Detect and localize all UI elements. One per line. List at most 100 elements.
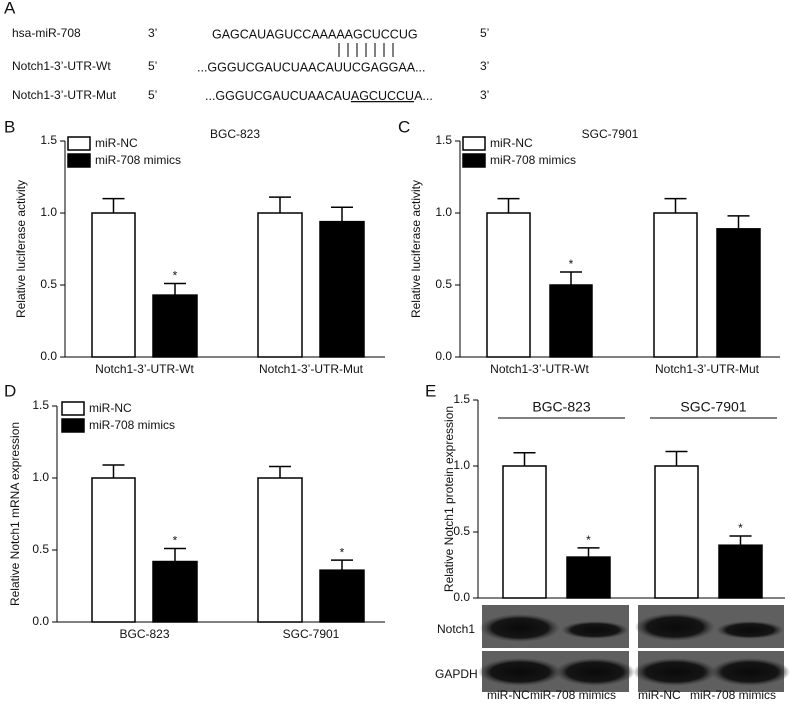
y-tick-label: 0.0 [32, 614, 49, 628]
chart-title: SGC-7901 [582, 127, 639, 141]
y-tick-label: 0.5 [453, 524, 470, 538]
y-tick-label: 1.0 [453, 458, 470, 472]
y-tick-label: 1.5 [32, 398, 49, 412]
y-tick-label: 1.5 [453, 392, 470, 406]
y-axis-label: Relative Notch1 protein expression [442, 406, 456, 592]
y-tick-label: 0.5 [435, 277, 452, 291]
seq-end: 5’ [480, 26, 489, 40]
y-tick-label: 1.0 [32, 470, 49, 484]
y-tick-label: 0.5 [32, 542, 49, 556]
bar [716, 228, 761, 358]
legend-swatch [462, 153, 486, 168]
bar [486, 212, 531, 358]
bar [653, 212, 698, 358]
blot-row-label: GAPDH [435, 667, 478, 681]
y-axis-label: Relative luciferase activity [409, 180, 423, 318]
sequence: GAGCAUAGUCCAAAAAGCUCCUG [212, 27, 418, 41]
legend-swatch [61, 401, 85, 416]
lane-label: miR-708 mimics [530, 688, 616, 702]
band [480, 614, 560, 642]
sequence-part: ...GGGUCGAUCUAACAU [205, 89, 351, 103]
bar [91, 477, 136, 623]
panel-letter: D [4, 381, 16, 400]
alignment: hsa-miR-708 3’ GAGCAUAGUCCAAAAAGCUCCUG 5… [12, 26, 489, 103]
legend-swatch [67, 153, 91, 168]
blot-row-label: Notch1 [437, 622, 475, 636]
bar [257, 212, 303, 358]
band [478, 658, 562, 686]
significance: * [173, 534, 178, 548]
sequence-part: A... [414, 89, 433, 103]
legend-label: miR-708 mimics [490, 153, 576, 167]
x-tick-label: Notch1-3’-UTR-Wt [95, 362, 194, 376]
bar [654, 465, 699, 599]
y-tick-label: 1.0 [40, 205, 57, 219]
band [716, 621, 784, 639]
bar [152, 294, 198, 358]
y-tick-label: 0.0 [453, 590, 470, 604]
legend-label: miR-708 mimics [89, 418, 175, 432]
seq-end: 5’ [148, 88, 157, 102]
x-tick-label: Notch1-3’-UTR-Mut [655, 362, 760, 376]
bar [566, 556, 611, 599]
bar [91, 212, 136, 358]
group-label: SGC-7901 [680, 399, 746, 415]
bar [257, 477, 303, 623]
band [561, 621, 629, 639]
seq-end: 5’ [148, 59, 157, 73]
legend-swatch [462, 136, 486, 151]
legend-label: miR-NC [490, 136, 533, 150]
y-tick-label: 0.5 [40, 277, 57, 291]
pairing [338, 43, 394, 57]
seq-name: Notch1-3’-UTR-Mut [12, 88, 117, 102]
panel-letter: E [425, 381, 436, 400]
sequence: ...GGGUCGAUCUAACAUAGCUCCUA... [205, 89, 433, 103]
band [633, 658, 717, 686]
seq-end: 3’ [480, 59, 489, 73]
chart-title: BGC-823 [210, 127, 260, 141]
seq-name: hsa-miR-708 [12, 26, 81, 40]
panel-letter: B [4, 117, 15, 136]
significance: * [340, 545, 345, 559]
band [710, 658, 790, 686]
panel-letter: A [4, 0, 16, 17]
bar [502, 465, 547, 599]
y-axis-label: Relative Notch1 mRNA expression [8, 422, 22, 606]
y-tick-label: 1.5 [40, 133, 57, 147]
significance: * [738, 521, 743, 535]
x-tick-label: Notch1-3’-UTR-Mut [259, 362, 364, 376]
legend-label: miR-708 mimics [95, 153, 181, 167]
group-label: BGC-823 [532, 399, 591, 415]
y-tick-label: 1.0 [435, 205, 452, 219]
band [635, 613, 715, 641]
legend-swatch [67, 136, 91, 151]
lane-label: miR-708 mimics [690, 688, 776, 702]
band [555, 658, 635, 686]
significance: * [586, 533, 591, 547]
y-axis-label: Relative luciferase activity [14, 180, 28, 318]
x-tick-label: BGC-823 [119, 627, 169, 641]
y-tick-label: 0.0 [435, 349, 452, 363]
bar [152, 560, 198, 623]
bar [549, 284, 593, 358]
legend-swatch [61, 418, 85, 433]
western-blot: Notch1 GAPDH miR-NC miR-708 mimics miR-N… [435, 605, 790, 702]
x-tick-label: Notch1-3’-UTR-Wt [490, 362, 589, 376]
seq-end: 3’ [480, 88, 489, 102]
bar [319, 220, 365, 358]
mutated-site: AGCUCCU [351, 89, 414, 103]
seq-end: 3’ [148, 26, 157, 40]
bar [319, 569, 365, 623]
seq-name: Notch1-3’-UTR-Wt [12, 59, 111, 73]
significance: * [173, 269, 178, 283]
lane-label: miR-NC [638, 688, 681, 702]
significance: * [569, 257, 574, 271]
y-tick-label: 0.0 [40, 349, 57, 363]
legend-label: miR-NC [89, 401, 132, 415]
y-tick-label: 1.5 [435, 133, 452, 147]
bar [718, 544, 763, 599]
sequence: ...GGGUCGAUCUAACAUUCGAGGAA... [197, 60, 426, 74]
panel-letter: C [398, 117, 410, 136]
lane-label: miR-NC [487, 688, 530, 702]
